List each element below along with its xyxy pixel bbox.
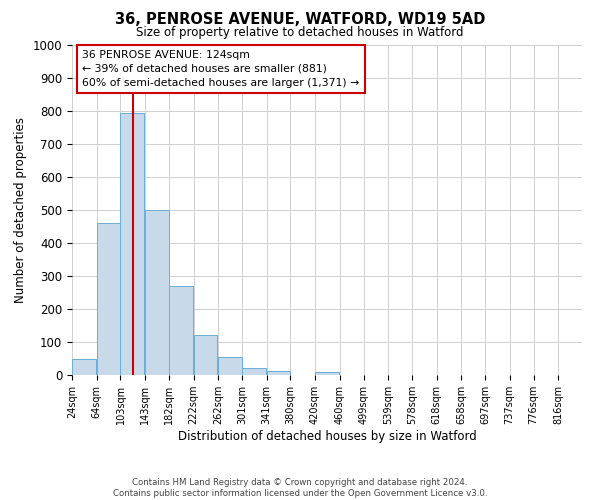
Text: 36, PENROSE AVENUE, WATFORD, WD19 5AD: 36, PENROSE AVENUE, WATFORD, WD19 5AD (115, 12, 485, 28)
Text: 36 PENROSE AVENUE: 124sqm
← 39% of detached houses are smaller (881)
60% of semi: 36 PENROSE AVENUE: 124sqm ← 39% of detac… (82, 50, 359, 88)
Bar (218, 357, 242, 375)
X-axis label: Distribution of detached houses by size in Watford: Distribution of detached houses by size … (178, 430, 476, 443)
Bar (72, 358, 96, 375)
Bar (194, 336, 217, 375)
Bar (145, 210, 169, 375)
Bar (266, 370, 290, 375)
Y-axis label: Number of detached properties: Number of detached properties (14, 117, 27, 303)
Text: Contains HM Land Registry data © Crown copyright and database right 2024.
Contai: Contains HM Land Registry data © Crown c… (113, 478, 487, 498)
Bar (315, 372, 339, 375)
Bar (121, 112, 145, 375)
Bar (97, 223, 121, 375)
Bar (242, 368, 266, 375)
Text: Size of property relative to detached houses in Watford: Size of property relative to detached ho… (136, 26, 464, 39)
Bar (169, 286, 193, 375)
